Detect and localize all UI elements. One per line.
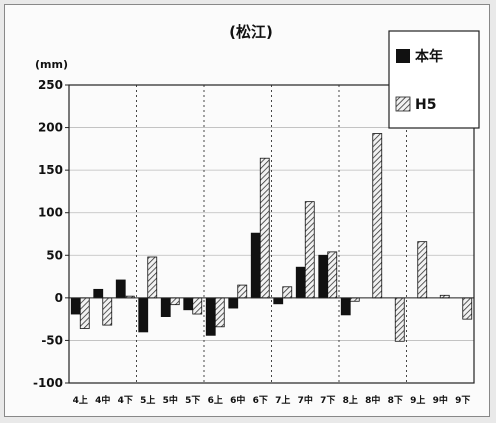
legend-box	[388, 30, 480, 129]
x-tick-label: 5中	[163, 394, 178, 406]
bar-series-2	[282, 286, 293, 299]
x-tick-label: 6中	[230, 394, 245, 406]
bar-series-2	[169, 297, 180, 306]
x-tick-label: 5下	[185, 395, 200, 406]
bar-series-1	[340, 297, 351, 316]
x-tick-label: 7上	[275, 394, 290, 406]
grid	[69, 84, 474, 384]
legend-swatch-hatched	[395, 96, 411, 112]
x-tick-label: 5上	[140, 394, 155, 406]
y-ticks: 250 200 150 100 50 0 -50 -100	[33, 78, 69, 390]
legend-swatch-solid	[396, 49, 410, 63]
bar-series-2	[394, 297, 405, 342]
bar-series-1	[160, 297, 171, 317]
bar-series-2	[417, 241, 428, 299]
x-tick-label: 9下	[455, 395, 470, 406]
bar-series-2	[259, 157, 270, 299]
y-tick-label: 100	[38, 206, 63, 220]
y-tick-label: 0	[55, 291, 63, 305]
x-tick-label: 4上	[73, 394, 88, 406]
bar-series-2	[237, 284, 248, 299]
x-tick-label: 9上	[410, 394, 425, 406]
bar-series-1	[295, 266, 306, 299]
y-tick-label: -100	[33, 376, 63, 390]
bar-series-1	[115, 279, 126, 299]
plot-area-border	[68, 84, 475, 384]
y-axis-label: (mm)	[35, 58, 68, 71]
bar-series-2	[214, 297, 225, 328]
legend-label-series-2: H5	[415, 97, 436, 113]
x-tick-label: 9中	[433, 394, 448, 406]
bar-series-2	[304, 201, 315, 299]
bar-series-1	[93, 288, 104, 299]
x-tick-label: 7下	[320, 395, 335, 406]
bars	[69, 133, 474, 342]
bar-series-1	[250, 232, 261, 299]
x-tick-label: 6上	[208, 394, 223, 406]
bar-series-1	[318, 254, 329, 299]
x-tick-label: 7中	[298, 394, 313, 406]
bar-chart: (松江) (mm) 250 200 150 100 50 0 -50 -100 4上 4中 4下 5…	[33, 23, 480, 406]
x-tick-label: 4中	[95, 394, 110, 406]
x-tick-label: 6下	[253, 395, 268, 406]
bar-series-1	[228, 297, 239, 309]
legend-label-series-1: 本年	[415, 48, 443, 65]
bar-series-1	[138, 297, 149, 333]
bar-series-1	[273, 297, 284, 305]
y-tick-label: -50	[41, 333, 63, 347]
x-tick-label: 4下	[118, 395, 133, 406]
y-tick-label: 50	[46, 248, 63, 262]
y-tick-label: 250	[38, 78, 63, 92]
bar-series-2	[102, 297, 113, 326]
y-tick-label: 150	[38, 163, 63, 177]
x-tick-label: 8下	[388, 395, 403, 406]
bar-series-2	[462, 297, 473, 320]
bar-series-2	[327, 251, 338, 299]
bar-series-2	[147, 256, 158, 299]
bar-series-1	[70, 297, 81, 315]
x-ticks: 4上 4中 4下 5上 5中 5下 6上 6中 6下 7上 7中 7下 8上 8中 8下 9上 9中 9下	[73, 394, 471, 406]
x-tick-label: 8上	[343, 394, 358, 406]
chart-title: (松江)	[229, 23, 273, 41]
bar-series-1	[205, 297, 216, 336]
x-tick-label: 8中	[365, 394, 380, 406]
bar-series-2	[79, 297, 90, 329]
bar-series-2	[372, 133, 383, 299]
bar-series-2	[349, 297, 360, 302]
legend: 本年 H5	[388, 30, 480, 129]
y-tick-label: 200	[38, 121, 63, 135]
bar-series-2	[192, 297, 203, 315]
bar-series-1	[183, 297, 194, 311]
chart-frame: (松江) (mm) 250 200 150 100 50 0 -50 -100 4上 4中 4下 5…	[4, 4, 490, 417]
